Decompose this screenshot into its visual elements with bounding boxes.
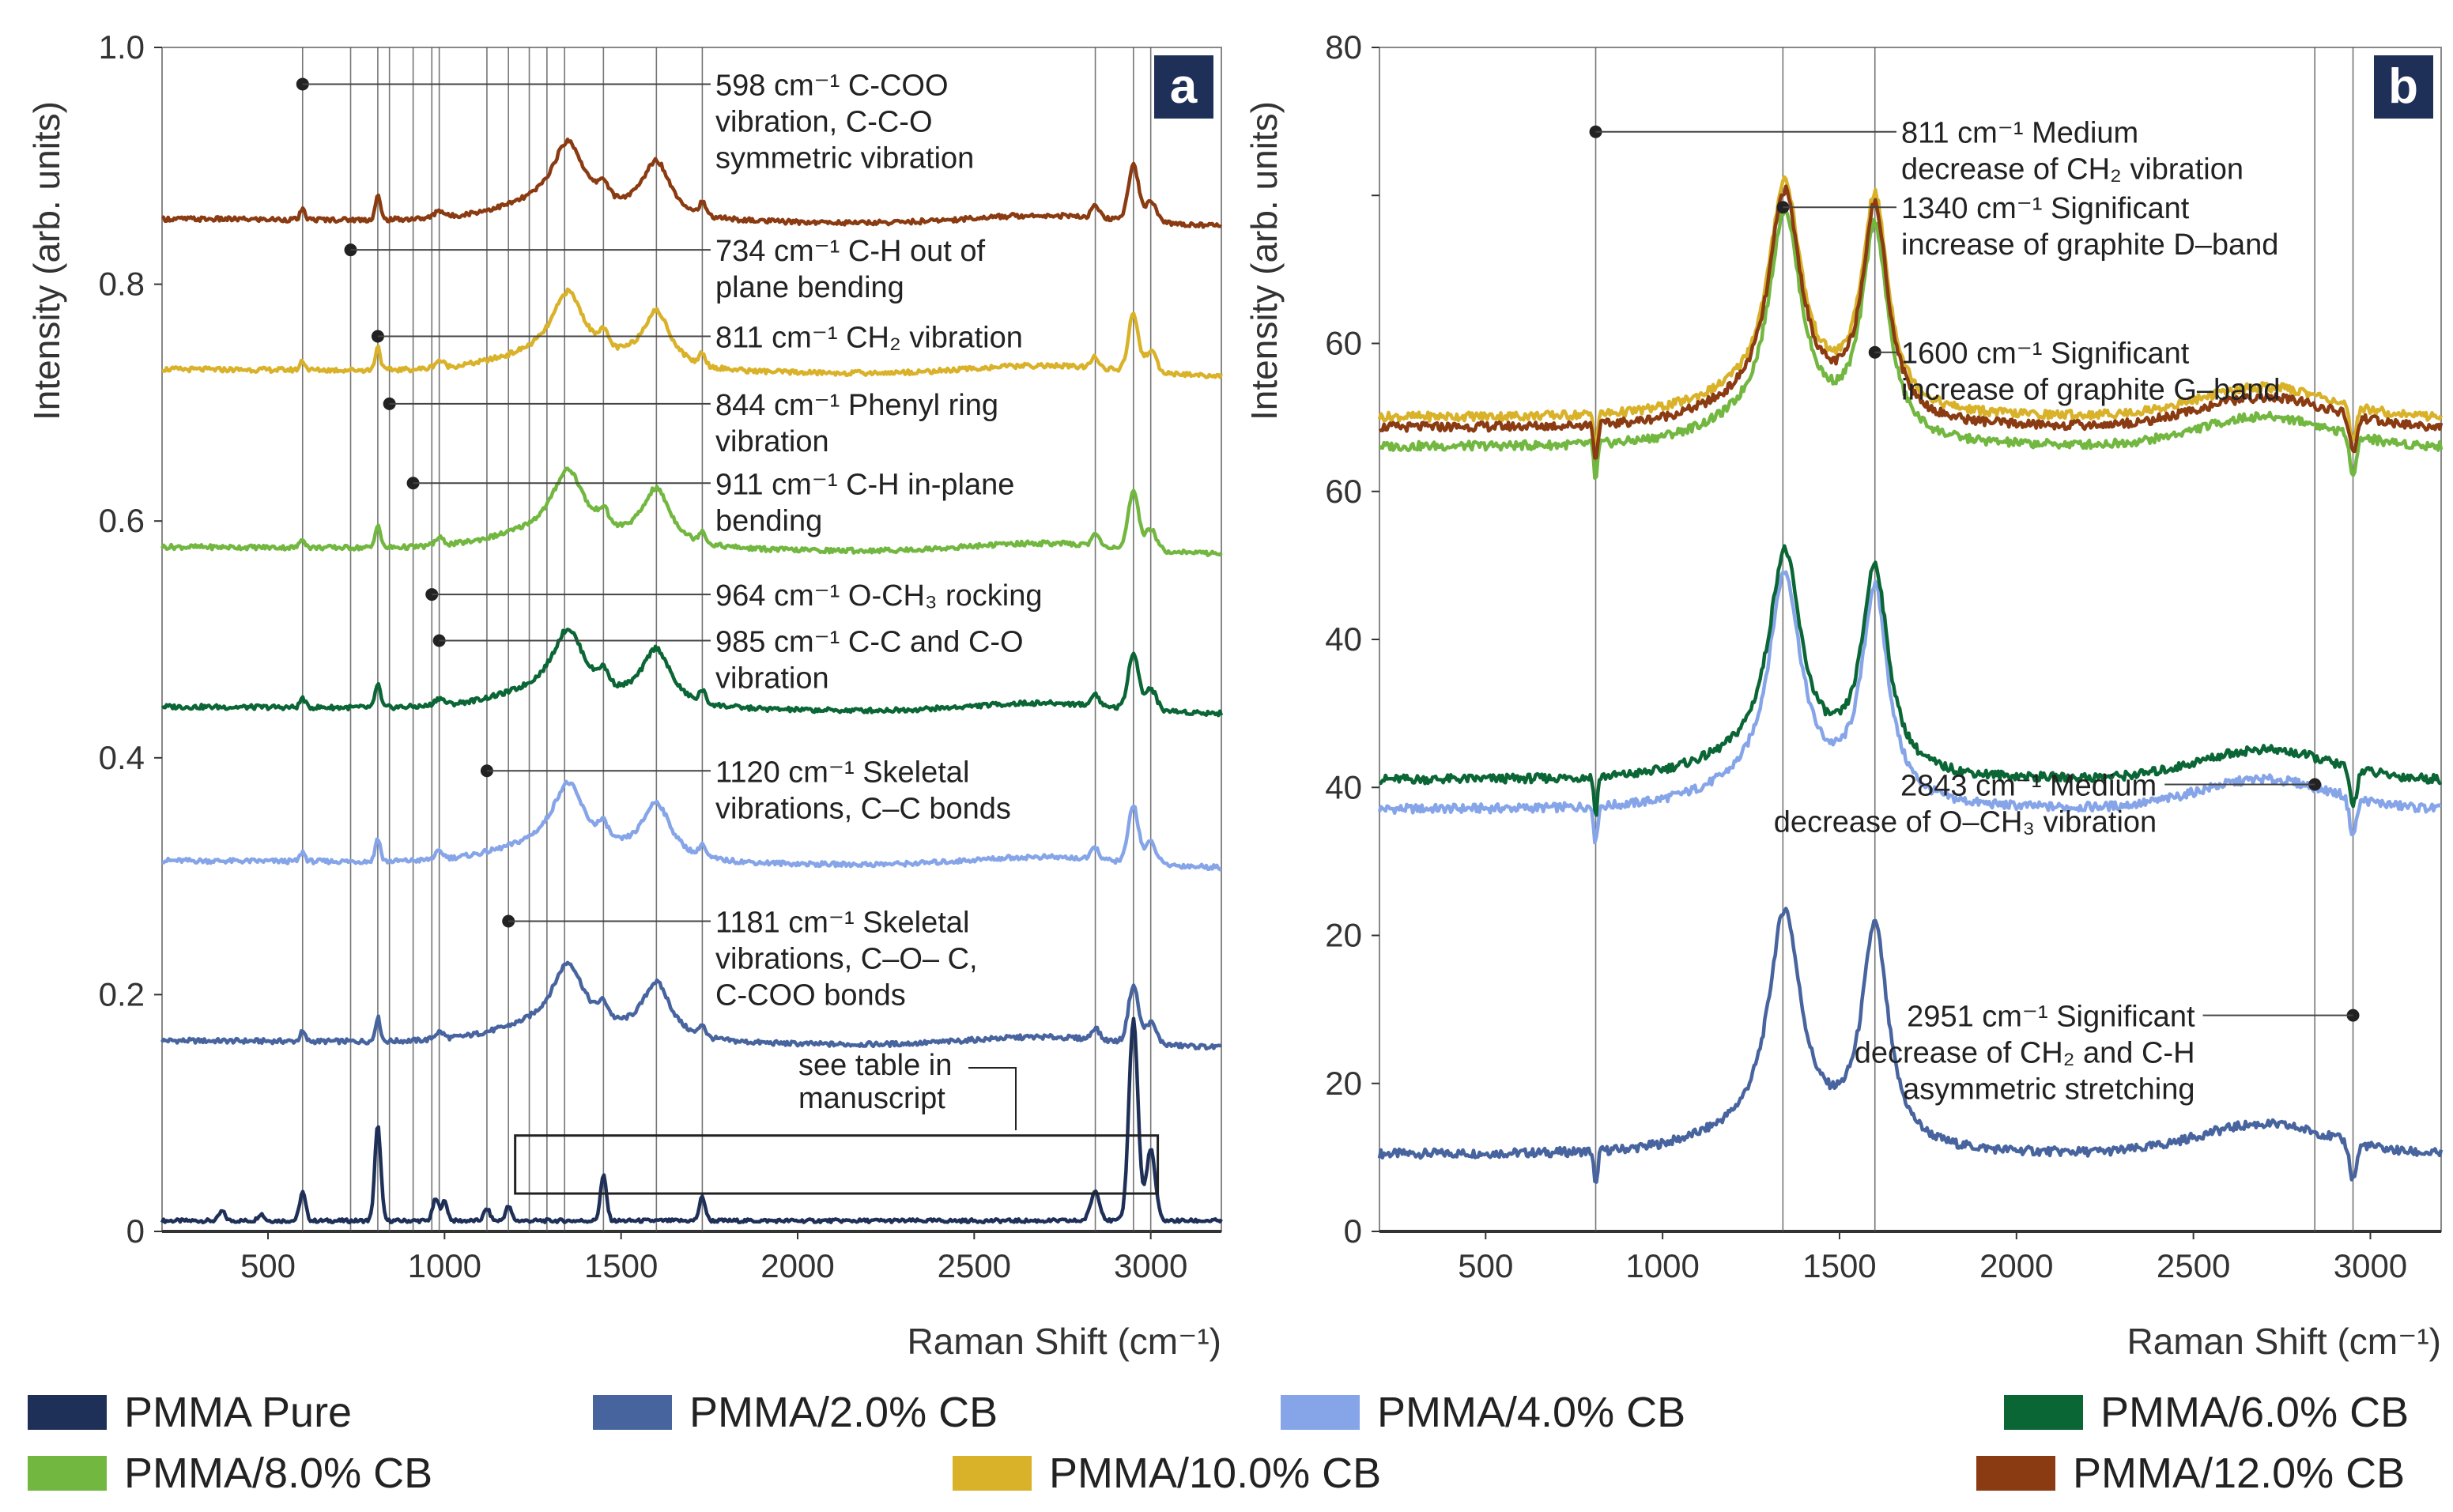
- annotation-text: 1181 cm⁻¹ Skeletal: [715, 907, 969, 940]
- plot-frame: [161, 47, 1222, 1232]
- legend-label: PMMA/6.0% CB: [2100, 1389, 2409, 1436]
- annotation-text: 844 cm⁻¹ Phenyl ring: [715, 389, 998, 422]
- series-line-pmma-4-0-cb: [161, 779, 1222, 872]
- series-line-pmma-8-0-cb: [160, 466, 1223, 557]
- legend-swatch: [1281, 1395, 1360, 1430]
- x-tick-label: 2000: [1979, 1247, 2053, 1284]
- annotation-text: decrease of CH₂ and C-H: [1855, 1037, 2195, 1070]
- panel-badge-label: b: [2388, 59, 2418, 114]
- annotation-text: vibration: [715, 662, 829, 695]
- y-tick-label: 0.2: [99, 975, 145, 1012]
- legend-label: PMMA/2.0% CB: [689, 1389, 998, 1436]
- series-line-pmma-12-0-cb: [1378, 184, 2444, 460]
- series-line-pmma-4-0-cb: [1377, 570, 2443, 845]
- panel-b-chart: 500 1000 1500 2000 2500 3000 0 20 20 40 40 60 60 80 Ra…: [1243, 28, 2444, 1362]
- y-tick-label: 0.4: [99, 739, 145, 776]
- annotation-text: 2843 cm⁻¹ Medium: [1900, 770, 2157, 803]
- panel-badge: [1154, 55, 1213, 119]
- annotation-text: 811 cm⁻¹ Medium: [1901, 117, 2138, 150]
- annotation-text: decrease of O–CH₃ vibration: [1774, 806, 2157, 839]
- legend: PMMA Pure PMMA/2.0% CB PMMA/4.0% CB PMMA/6.…: [28, 1389, 2409, 1497]
- series-line-pmma-10-0-cb: [161, 287, 1224, 379]
- legend-label: PMMA Pure: [124, 1389, 352, 1436]
- y-tick-label: 60: [1325, 325, 1362, 362]
- y-tick-label: 40: [1325, 620, 1362, 658]
- annotation-text: 811 cm⁻¹ CH₂ vibration: [715, 322, 1023, 355]
- annotation-text: 2951 cm⁻¹ Significant: [1907, 1001, 2195, 1034]
- y-tick-label: 0.6: [99, 502, 145, 539]
- series-line-pmma-2-0-cb: [160, 960, 1222, 1051]
- series-line-pmma-8-0-cb: [1378, 209, 2444, 481]
- legend-swatch: [593, 1395, 672, 1430]
- y-tick-label: 80: [1325, 28, 1362, 66]
- x-tick-label: 500: [240, 1247, 296, 1284]
- y-tick-label: 60: [1325, 473, 1362, 510]
- panel-a-chart: 500 1000 1500 2000 2500 3000 0 0.2 0.4 0.6 0.8 1.0 R…: [26, 28, 1224, 1362]
- y-tick-label: 1.0: [99, 28, 145, 66]
- x-tick-label: 3000: [2334, 1247, 2407, 1284]
- panel-badge: [2374, 55, 2433, 119]
- table-note-text: see table in: [798, 1049, 952, 1082]
- y-tick-label: 20: [1325, 1065, 1362, 1102]
- y-tick-label: 0.8: [99, 266, 145, 303]
- annotation-text: 964 cm⁻¹ O-CH₃ rocking: [715, 579, 1043, 613]
- y-tick-label: 0: [1344, 1212, 1362, 1250]
- panel-badge-label: a: [1170, 59, 1198, 114]
- annotation-text: increase of graphite D–band: [1901, 228, 2278, 262]
- legend-swatch: [953, 1456, 1032, 1491]
- annotation-text: 598 cm⁻¹ C-COO: [715, 69, 949, 102]
- legend-swatch: [28, 1395, 107, 1430]
- table-note-text: manuscript: [798, 1082, 945, 1115]
- annotation-text: 911 cm⁻¹ C-H in-plane: [715, 468, 1014, 501]
- x-tick-label: 1000: [408, 1247, 481, 1284]
- y-axis-label: Intensity (arb. units): [26, 101, 67, 420]
- legend-label: PMMA/8.0% CB: [124, 1450, 432, 1497]
- y-tick-label: 20: [1325, 917, 1362, 954]
- x-tick-label: 2000: [760, 1247, 834, 1284]
- annotation-text: vibrations, C–C bonds: [715, 792, 1011, 825]
- series-line-pmma-6-0-cb: [1379, 544, 2443, 817]
- annotation-text: vibrations, C–O– C,: [715, 943, 978, 976]
- annotation-text: 1120 cm⁻¹ Skeletal: [715, 756, 969, 789]
- x-tick-label: 3000: [1114, 1247, 1187, 1284]
- annotation-text: vibration: [715, 425, 829, 458]
- annotation-text: increase of graphite G–band: [1901, 374, 2281, 407]
- x-axis-label: Raman Shift (cm⁻¹): [908, 1321, 1221, 1362]
- y-tick-label: 0: [126, 1212, 145, 1250]
- x-tick-label: 500: [1458, 1247, 1513, 1284]
- legend-label: PMMA/12.0% CB: [2073, 1450, 2405, 1497]
- annotation-text: 734 cm⁻¹ C-H out of: [715, 235, 985, 268]
- legend-swatch: [2004, 1395, 2083, 1430]
- annotation-text: vibration, C-C-O: [715, 105, 933, 138]
- legend-swatch: [28, 1456, 107, 1491]
- x-tick-label: 1000: [1625, 1247, 1699, 1284]
- x-axis-label: Raman Shift (cm⁻¹): [2127, 1321, 2441, 1362]
- annotation-text: bending: [715, 504, 822, 537]
- series-line-pmma-6-0-cb: [161, 628, 1224, 718]
- annotation-text: 1600 cm⁻¹ Significant: [1901, 337, 2190, 371]
- legend-label: PMMA/4.0% CB: [1377, 1389, 1685, 1436]
- legend-label: PMMA/10.0% CB: [1049, 1450, 1381, 1497]
- annotation-text: asymmetric stretching: [1903, 1073, 2195, 1107]
- annotation-text: decrease of CH₂ vibration: [1901, 153, 2244, 187]
- x-tick-label: 2500: [938, 1247, 1011, 1284]
- x-tick-label: 1500: [1802, 1247, 1876, 1284]
- y-axis-label: Intensity (arb. units): [1243, 101, 1285, 420]
- table-reference-box: [514, 1134, 1160, 1195]
- series-line-pmma-12-0-cb: [161, 138, 1222, 229]
- table-note-leader: [968, 1067, 1017, 1130]
- annotation-text: 985 cm⁻¹ C-C and C-O: [715, 625, 1024, 658]
- annotation-text: symmetric vibration: [715, 141, 974, 175]
- series-line-pmma-10-0-cb: [1377, 175, 2444, 453]
- annotation-text: 1340 cm⁻¹ Significant: [1901, 192, 2190, 225]
- legend-swatch: [1976, 1456, 2055, 1491]
- series-line-pmma-pure: [160, 1016, 1223, 1225]
- annotation-text: C-COO bonds: [715, 979, 906, 1012]
- x-tick-label: 2500: [2157, 1247, 2230, 1284]
- annotation-text: plane bending: [715, 271, 904, 304]
- x-tick-label: 1500: [584, 1247, 658, 1284]
- y-tick-label: 40: [1325, 768, 1362, 805]
- series-line-pmma-2-0-cb: [1377, 907, 2444, 1184]
